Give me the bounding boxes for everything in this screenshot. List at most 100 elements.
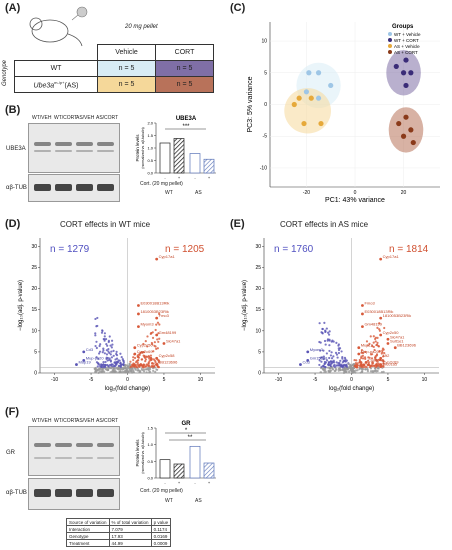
volcano-point	[104, 367, 108, 371]
volcano-point	[329, 354, 333, 357]
volcano-point	[318, 363, 321, 367]
volcano-point	[366, 359, 370, 362]
volcano-point	[148, 356, 151, 359]
volcano-point	[133, 364, 137, 367]
volcano-point	[383, 352, 386, 355]
volcano-point	[158, 337, 161, 340]
genotype-axis-label: Genotype	[2, 59, 9, 87]
panel-b-label: (B)	[5, 104, 21, 116]
volcano-point	[323, 371, 326, 374]
volcano-point	[358, 358, 361, 362]
volcano-point	[135, 366, 138, 369]
volcano-point	[332, 340, 335, 343]
volcano-point	[326, 366, 330, 369]
gene-label: E030018B13Rik	[140, 301, 169, 306]
volcano-point	[370, 357, 374, 360]
volcano-point	[138, 365, 141, 368]
y-tick-label: -10	[260, 165, 267, 171]
gene-label: Cyp17a1	[159, 254, 176, 259]
volcano-point	[100, 331, 104, 334]
volcano-point	[137, 363, 141, 366]
volcano-point	[143, 363, 146, 366]
volcano-point	[103, 335, 106, 338]
volcano-point	[141, 369, 144, 372]
volcano-point	[355, 359, 358, 362]
volcano-point	[369, 364, 372, 367]
volcano-point	[94, 334, 97, 337]
volcano-point	[318, 359, 321, 362]
y-tick-label: 15	[255, 307, 261, 313]
volcano-point	[341, 368, 345, 371]
gr-bar-chart: GR 0.0 0.5 1.0 1.5 Protein levels (normalized …	[135, 421, 216, 485]
y-tick-label: 5	[264, 70, 267, 76]
blot-b-tubulin	[28, 174, 120, 202]
blot-band	[97, 150, 114, 152]
volcano-point	[98, 367, 101, 370]
volcano-point	[138, 369, 141, 372]
volcano-point	[363, 356, 367, 359]
volcano-point	[115, 363, 118, 366]
volcano-point	[375, 370, 378, 373]
volcano-point	[374, 356, 377, 359]
volcano-point	[338, 347, 342, 350]
gene-point	[361, 312, 364, 316]
gene-point	[361, 304, 364, 307]
n-up-label: n = 1205	[165, 244, 205, 255]
blot-f-label-tub: αβ-TUB	[6, 490, 27, 496]
volcano-point	[157, 332, 160, 335]
volcano-point	[321, 327, 324, 331]
blot-band	[76, 142, 93, 146]
volcano-point	[103, 352, 106, 355]
volcano-point	[332, 364, 335, 368]
volcano-point	[328, 344, 331, 347]
pca-point	[296, 95, 302, 101]
volcano-point	[374, 340, 377, 343]
blot-f-gr	[28, 426, 120, 476]
panel-d-title: CORT effects in WT mice	[60, 220, 151, 229]
gene-label: BB123696	[159, 360, 178, 365]
y-axis-label: −log₁₀(adj. p-value)	[18, 280, 24, 331]
blot-band	[97, 443, 114, 447]
volcano-point	[105, 342, 108, 346]
volcano-point	[131, 367, 134, 370]
volcano-point	[343, 363, 346, 366]
volcano-point	[356, 369, 359, 372]
volcano-point	[143, 356, 147, 359]
volcano-point	[110, 356, 114, 359]
pca-point	[318, 120, 324, 127]
volcano-point	[320, 356, 324, 359]
x-tick-label: 0	[350, 377, 353, 383]
cell-as-cort: n = 5	[155, 76, 214, 93]
treatment-tick: -	[194, 175, 196, 180]
volcano-point	[114, 370, 117, 373]
volcano-point	[377, 366, 380, 369]
volcano-point	[130, 365, 134, 368]
volcano-point	[109, 353, 112, 356]
pca-point	[303, 89, 310, 95]
volcano-point	[94, 317, 97, 321]
gene-point	[155, 316, 159, 320]
bar	[189, 153, 201, 174]
volcano-point	[374, 336, 377, 339]
volcano-point	[344, 366, 347, 369]
x-tick-label: 20	[401, 190, 407, 196]
volcano-point	[328, 367, 331, 370]
volcano-point	[94, 370, 97, 374]
volcano-point	[106, 356, 109, 360]
volcano-point	[331, 367, 334, 370]
volcano-point	[152, 369, 155, 372]
n-down-label: n = 1760	[274, 244, 314, 255]
x-tick-label: 5	[387, 377, 390, 383]
bar	[173, 463, 185, 479]
volcano-point	[341, 357, 344, 360]
volcano-point	[334, 351, 338, 354]
blot-band	[97, 489, 114, 497]
volcano-point	[382, 370, 385, 373]
volcano-point	[361, 370, 364, 373]
volcano-point	[323, 362, 326, 366]
treatment-tick: +	[178, 480, 181, 485]
volcano-point	[114, 358, 117, 361]
gene-point	[393, 346, 397, 350]
volcano-point	[115, 350, 118, 354]
volcano-point	[327, 363, 330, 366]
